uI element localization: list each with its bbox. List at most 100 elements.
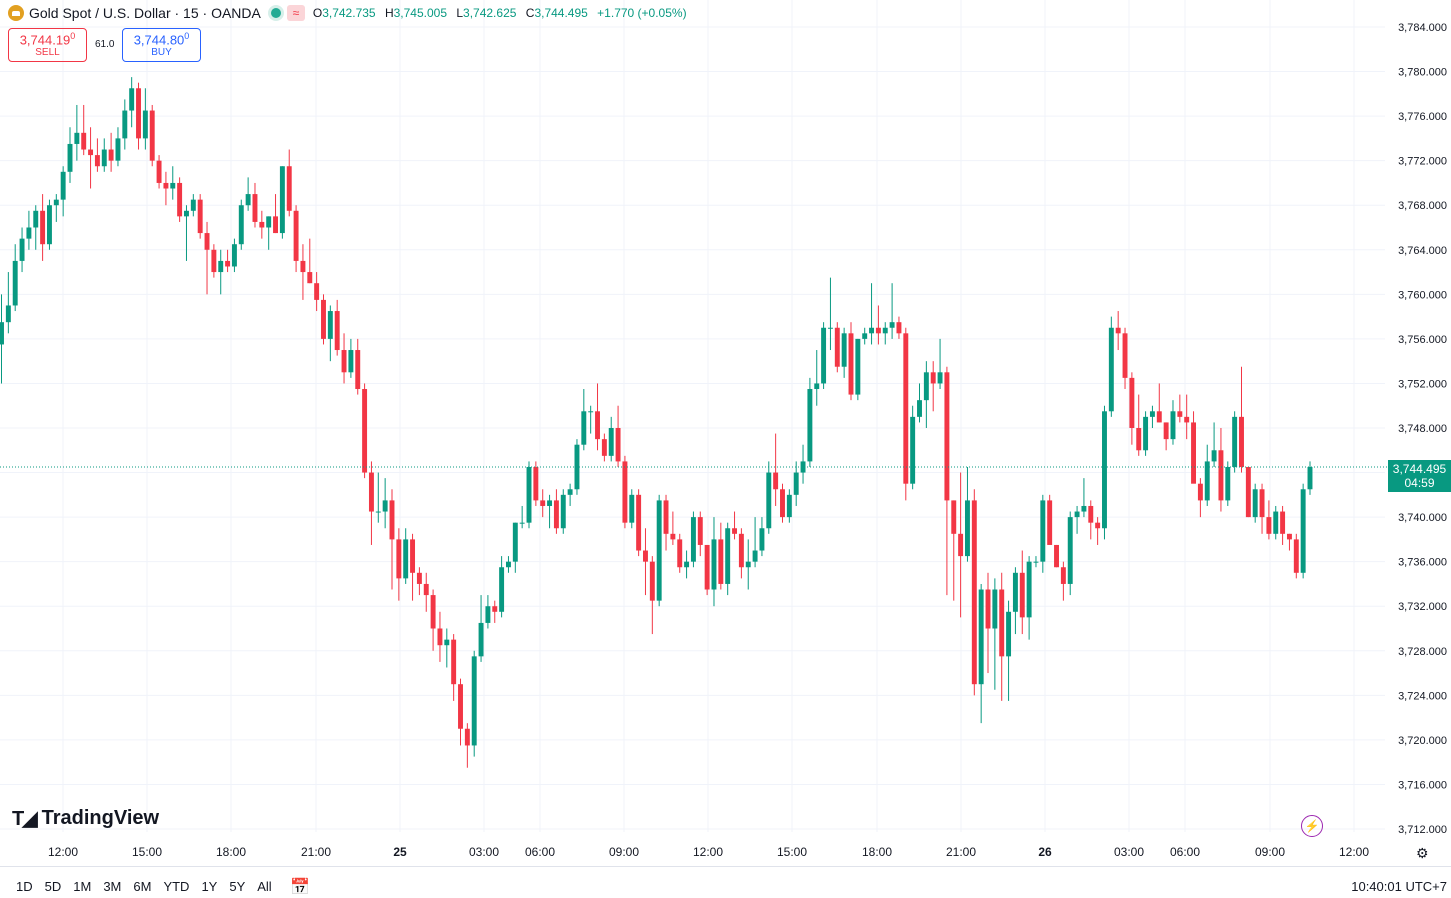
candle-body [800, 461, 806, 473]
candle-body [1273, 511, 1279, 534]
candle [636, 489, 642, 557]
candle-body [101, 149, 107, 167]
x-tick-label: 12:00 [693, 845, 723, 859]
candle-body [279, 166, 285, 234]
candle [855, 338, 861, 401]
candle-body [1239, 416, 1244, 467]
candle [1177, 394, 1183, 423]
candle [53, 194, 59, 222]
candle [279, 166, 285, 239]
candle-body [321, 299, 326, 339]
candle-body [108, 149, 114, 161]
candle [225, 249, 231, 273]
candle-body [540, 500, 546, 506]
time-axis[interactable]: 12:00 15:00 18:00 21:00 25 03:00 06:00 09:00 12:… [48, 845, 1369, 859]
candle [581, 389, 587, 451]
candle [1019, 550, 1025, 635]
buy-button[interactable]: 3,744.800 BUY [122, 28, 201, 62]
range-button-5y[interactable]: 5Y [229, 879, 246, 894]
range-button-ytd[interactable]: YTD [163, 879, 190, 894]
tradingview-logo[interactable]: T◢ TradingView [12, 807, 160, 830]
market-status-dot[interactable] [270, 8, 281, 18]
range-button-all[interactable]: All [257, 879, 272, 894]
sell-button[interactable]: 3,744.190 SELL [8, 28, 87, 62]
candle-body [827, 327, 833, 329]
candle [204, 221, 210, 295]
candle [1047, 494, 1053, 545]
candle-body [1191, 422, 1197, 484]
bar-countdown: 04:59 [1404, 476, 1435, 490]
time-clock[interactable]: 10:40:01 UTC+7 [1351, 879, 1447, 894]
candle [238, 199, 244, 250]
candle [882, 322, 888, 345]
candle [1225, 461, 1231, 506]
candle-body [1177, 411, 1183, 417]
range-button-1m[interactable]: 1M [73, 879, 92, 894]
candle [1136, 394, 1142, 456]
candle [704, 544, 710, 596]
candle-body [581, 411, 587, 445]
range-button-6m[interactable]: 6M [133, 879, 152, 894]
candle-body [862, 333, 868, 339]
candle [684, 550, 690, 579]
candle [643, 528, 648, 596]
candle [533, 461, 539, 506]
range-button-1d[interactable]: 1D [16, 879, 33, 894]
symbol-title[interactable]: Gold Spot / U.S. Dollar · 15 · OANDA [29, 5, 261, 21]
candle [1218, 428, 1224, 512]
candle [451, 634, 457, 701]
candle-body [725, 528, 731, 584]
x-tick-label: 15:00 [132, 845, 162, 859]
candle [1163, 422, 1169, 451]
candle-body [519, 522, 525, 524]
candle-body [430, 595, 436, 629]
range-button-5d[interactable]: 5D [44, 879, 62, 894]
candle-body [170, 182, 176, 189]
candle-body [512, 522, 518, 562]
y-tick-label: 3,760.000 [1398, 289, 1447, 301]
candle [81, 104, 87, 156]
candle-body [732, 528, 738, 534]
x-tick-label: 21:00 [946, 845, 976, 859]
candle [622, 455, 628, 529]
calendar-icon[interactable]: 📅 [290, 879, 310, 896]
candle-body [629, 494, 635, 523]
candle-body [389, 500, 395, 540]
lightning-icon[interactable]: ⚡ [1301, 815, 1323, 837]
candle-body [67, 143, 73, 172]
candle [101, 138, 107, 172]
candle-body [841, 333, 847, 367]
candle-body [1184, 416, 1190, 423]
candle [355, 338, 361, 395]
candle [1293, 533, 1299, 579]
candle-body [94, 155, 100, 167]
candle [1108, 316, 1114, 417]
candle [711, 517, 717, 607]
wave-icon[interactable]: ≈ [286, 5, 305, 21]
candle-body [218, 260, 224, 273]
candle [410, 533, 416, 601]
range-button-3m[interactable]: 3M [103, 879, 122, 894]
candle-body [704, 544, 710, 590]
candle-body [12, 260, 18, 306]
candle-body [341, 350, 347, 373]
high-value: 3,745.005 [393, 6, 447, 20]
candle-body [985, 589, 991, 629]
candle-body [26, 227, 32, 239]
price-chart[interactable]: 3,712.000 3,716.000 3,720.000 3,724.000 3,72… [0, 0, 1451, 866]
candle-body [1006, 611, 1012, 657]
candle-body [1095, 522, 1101, 529]
settings-gear-icon[interactable]: ⚙ [1416, 845, 1429, 861]
candle-body [444, 639, 450, 646]
candle-body [759, 528, 765, 551]
candle-body [1102, 411, 1107, 529]
candle [67, 127, 73, 183]
candle [1156, 383, 1162, 423]
price-axis[interactable]: 3,712.000 3,716.000 3,720.000 3,724.000 3,72… [1398, 22, 1447, 836]
candle-body [1163, 422, 1169, 440]
candle [416, 567, 422, 596]
range-button-1y[interactable]: 1Y [201, 879, 218, 894]
candle [231, 238, 237, 273]
candle [1211, 422, 1217, 467]
candle [869, 283, 875, 345]
